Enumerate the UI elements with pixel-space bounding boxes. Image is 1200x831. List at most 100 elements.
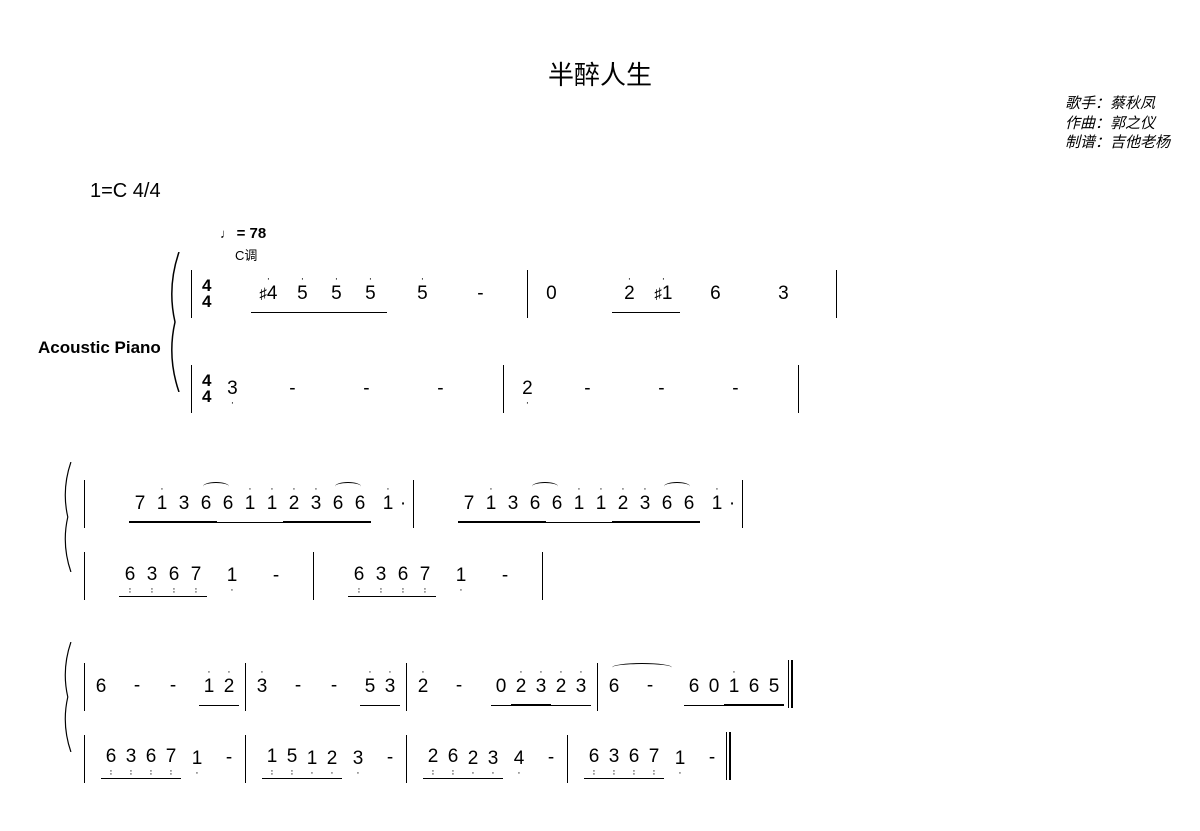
note: ·5 xyxy=(360,671,380,703)
staff-row: 6·· 3·· 6·· 7·· 1·- 6·· 3·· 6·· 7·· 1·- xyxy=(78,552,549,600)
note: 6 xyxy=(744,671,764,703)
note: - xyxy=(463,283,497,305)
note: 7·· xyxy=(414,559,436,594)
staff-row: 6 --·1 ·2 ·3 --·5 ·3 ·2 - 0 ·2 ·3 ·2 ·3 … xyxy=(78,660,793,713)
note: 0 xyxy=(491,671,511,703)
note: 6 xyxy=(91,671,111,703)
note: - xyxy=(163,675,183,697)
note: ·1 xyxy=(568,488,590,520)
note: 3· xyxy=(483,743,503,775)
note: - xyxy=(349,378,383,400)
note: 6 xyxy=(195,488,217,520)
note: 6 xyxy=(349,488,371,520)
note: · xyxy=(399,493,407,515)
note: - xyxy=(423,378,457,400)
note: 6 xyxy=(217,488,239,520)
note: 6·· xyxy=(584,741,604,776)
credits-block: 歌手：蔡秋凤 作曲：郭之仪 制谱：吉他老杨 xyxy=(1065,94,1170,153)
note: 6·· xyxy=(141,741,161,776)
note: ·3 xyxy=(305,488,327,520)
note: - xyxy=(324,675,344,697)
staff-row: 44·♯4 ·5 ·5 ·5 ·5 - 0 ·2 ·♯1 6 3 xyxy=(185,270,843,318)
note: 6·· xyxy=(392,559,414,594)
note: 1· xyxy=(302,743,322,775)
note: ·3 xyxy=(571,671,591,703)
credit-singer: 歌手：蔡秋凤 xyxy=(1065,94,1170,114)
note: ·1 xyxy=(480,488,502,520)
note: ·♯4 xyxy=(251,278,285,310)
note: - xyxy=(702,747,722,769)
note: ·1 xyxy=(199,671,219,703)
note: 6 xyxy=(524,488,546,520)
note: ·3 xyxy=(531,671,551,703)
key-signature: 1=C 4/4 xyxy=(90,180,161,203)
note: ·1 xyxy=(706,488,728,520)
note: - xyxy=(570,378,604,400)
note: ·1 xyxy=(239,488,261,520)
tempo-mark: ♩ = 78 xyxy=(220,225,266,242)
note: 2· xyxy=(322,743,342,775)
note: 3 xyxy=(502,488,524,520)
credit-transcriber: 制谱：吉他老杨 xyxy=(1065,133,1170,153)
note: 6·· xyxy=(101,741,121,776)
note: - xyxy=(275,378,309,400)
note: 6 xyxy=(604,671,624,703)
note: ·3 xyxy=(634,488,656,520)
note: 3·· xyxy=(121,741,141,776)
staff-row: 6·· 3·· 6·· 7·· 1·- 1·· 5·· 1· 2· 3·- 2·… xyxy=(78,732,731,785)
note: ·2 xyxy=(551,671,571,703)
note: 1· xyxy=(450,560,472,592)
note: 0 xyxy=(704,671,724,703)
note: 3·· xyxy=(604,741,624,776)
note: ·2 xyxy=(612,278,646,310)
note: ·5 xyxy=(285,278,319,310)
staff-row: 7 ·1 3 6 6 ·1 ·1 ·2 ·3 6 6 ·1 · 7 ·1 3 6… xyxy=(78,480,749,528)
note: 3 xyxy=(173,488,195,520)
note: 3· xyxy=(215,373,249,405)
note: 6·· xyxy=(163,559,185,594)
note: 6·· xyxy=(443,741,463,776)
credit-composer: 作曲：郭之仪 xyxy=(1065,114,1170,134)
note: ·♯1 xyxy=(646,278,680,310)
note: 6 xyxy=(698,278,732,310)
note: ·2 xyxy=(612,488,634,520)
note: 1·· xyxy=(262,741,282,776)
note: 1· xyxy=(670,743,690,775)
note: 6 xyxy=(546,488,568,520)
note: 7·· xyxy=(161,741,181,776)
note: ·2 xyxy=(283,488,305,520)
note: 5·· xyxy=(282,741,302,776)
note: ·5 xyxy=(353,278,387,310)
note: - xyxy=(219,747,239,769)
note: 6 xyxy=(656,488,678,520)
note: - xyxy=(380,747,400,769)
note: ·2 xyxy=(219,671,239,703)
note: 4· xyxy=(509,743,529,775)
note: 2· xyxy=(463,743,483,775)
note: - xyxy=(265,565,287,587)
key-label: C调 xyxy=(235,245,257,264)
note: 6 xyxy=(327,488,349,520)
note: 1· xyxy=(187,743,207,775)
note: - xyxy=(449,675,469,697)
note: 2· xyxy=(510,373,544,405)
note: 0 xyxy=(534,278,568,310)
note: - xyxy=(288,675,308,697)
note: 6·· xyxy=(624,741,644,776)
note: 7 xyxy=(129,488,151,520)
note: ·5 xyxy=(319,278,353,310)
song-title: 半醉人生 xyxy=(0,55,1200,92)
note: - xyxy=(127,675,147,697)
note: 6 xyxy=(684,671,704,703)
note: · xyxy=(728,493,736,515)
note: ·2 xyxy=(511,671,531,703)
note: 7·· xyxy=(185,559,207,594)
note: 6·· xyxy=(119,559,141,594)
note: ·1 xyxy=(261,488,283,520)
note: 3·· xyxy=(370,559,392,594)
note: 3· xyxy=(348,743,368,775)
note: 2·· xyxy=(423,741,443,776)
instrument-label: Acoustic Piano xyxy=(38,338,161,358)
note: ·5 xyxy=(405,278,439,310)
note: 5 xyxy=(764,671,784,703)
